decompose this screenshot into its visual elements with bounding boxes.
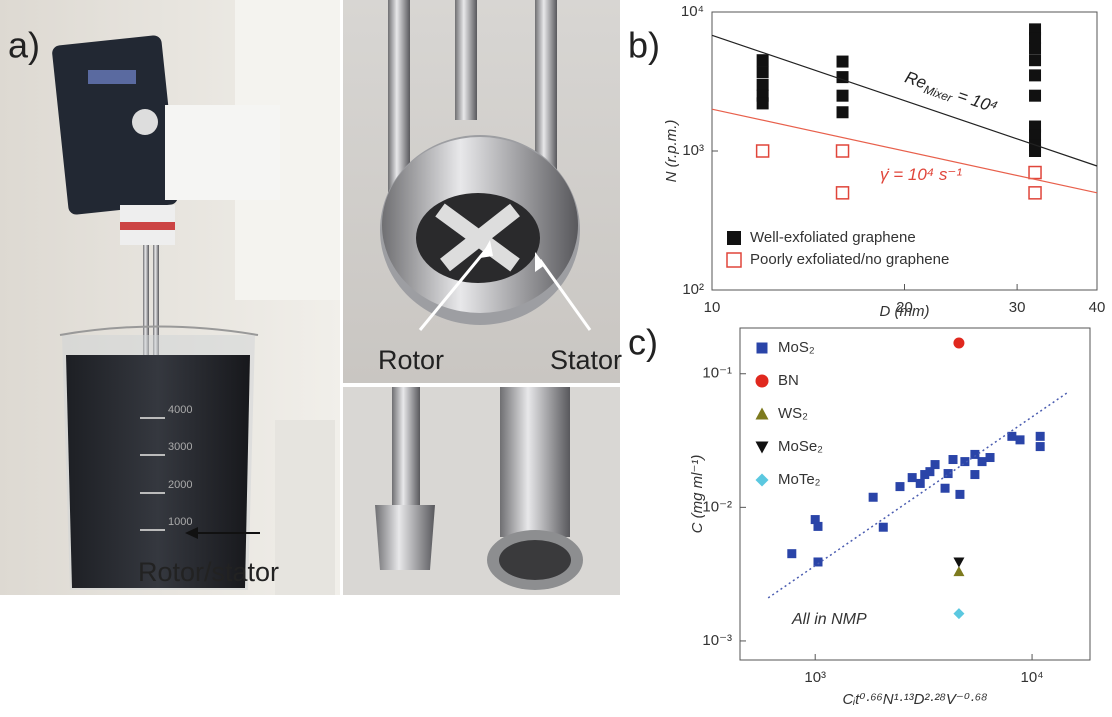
marker [757, 145, 769, 157]
marker [837, 106, 849, 118]
x-axis-label: D (mm) [880, 303, 930, 320]
legend-label: MoTe₂ [778, 471, 821, 488]
y-tick-label: 10⁻³ [702, 632, 732, 649]
y-axis-label: N (r.p.m.) [663, 120, 680, 183]
beaker-mark: 3000 [168, 441, 192, 453]
y-tick-label: 10⁴ [681, 3, 704, 20]
beaker-mark: 4000 [168, 404, 192, 416]
marker [813, 522, 822, 531]
x-tick-label: 10³ [804, 669, 826, 686]
marker [837, 145, 849, 157]
legend-marker [756, 442, 769, 454]
marker [941, 484, 950, 493]
trend-line [768, 392, 1068, 598]
legend-marker [756, 408, 769, 420]
marker [1029, 167, 1041, 179]
marker [925, 467, 934, 476]
y-tick-label: 10⁻² [702, 498, 732, 515]
marker [757, 54, 769, 66]
marker [916, 479, 925, 488]
marker [1016, 435, 1025, 444]
marker [1029, 42, 1041, 54]
photo-parts [343, 387, 620, 595]
panel-label: a) [8, 25, 40, 66]
photo-label: Rotor [378, 345, 444, 375]
marker [757, 66, 769, 78]
photo-label: Stator [550, 345, 622, 375]
marker [953, 608, 964, 619]
marker [949, 455, 958, 464]
marker [813, 557, 822, 566]
marker [1029, 187, 1041, 199]
annotation: γ̇ = 10⁴ s⁻¹ [880, 165, 962, 184]
legend-label: WS₂ [778, 405, 808, 422]
photo-mixer [0, 0, 340, 595]
marker [953, 557, 964, 567]
y-tick-label: 10² [682, 281, 704, 298]
marker [953, 566, 964, 576]
marker [970, 470, 979, 479]
marker [837, 187, 849, 199]
x-axis-label: Cᵢt⁰·⁶⁶N¹·¹³D²·²⁸V⁻⁰·⁶⁸ [842, 691, 987, 708]
annotation: All in NMP [791, 611, 867, 628]
marker [1029, 69, 1041, 81]
photo-label: Rotor/stator [138, 557, 279, 587]
marker [869, 493, 878, 502]
y-tick-label: 10⁻¹ [702, 365, 732, 382]
legend-marker [756, 375, 769, 388]
marker [953, 337, 964, 348]
figure: a) Rotor/stator Rotor Stator 4000 3000 2000 100… [0, 0, 1112, 717]
marker [955, 490, 964, 499]
marker [879, 523, 888, 532]
marker [895, 482, 904, 491]
marker [986, 453, 995, 462]
x-tick-label: 10 [704, 299, 721, 316]
y-tick-label: 10³ [682, 142, 704, 159]
x-tick-label: 30 [1009, 299, 1026, 316]
panel-label: c) [628, 322, 658, 363]
marker [908, 473, 917, 482]
marker [837, 56, 849, 68]
legend-marker [727, 231, 741, 245]
marker [944, 469, 953, 478]
beaker-mark: 1000 [168, 516, 192, 528]
photo-rotor-stator [343, 0, 620, 383]
marker [1036, 432, 1045, 441]
legend-label: Well-exfoliated graphene [750, 229, 916, 246]
marker [757, 79, 769, 91]
legend-label: MoSe₂ [778, 438, 823, 455]
marker [1036, 442, 1045, 451]
x-tick-label: 10⁴ [1020, 669, 1043, 686]
annotation-suffix: = 10⁴ [950, 85, 999, 118]
annotation-text: γ̇ = 10⁴ s⁻¹ [880, 165, 962, 184]
legend-label: MoS₂ [778, 339, 815, 356]
x-tick-label: 40 [1089, 299, 1106, 316]
y-axis-label: C (mg ml⁻¹) [689, 455, 706, 534]
annotation-text: All in NMP [791, 611, 867, 628]
legend-marker [757, 343, 768, 354]
marker [1029, 54, 1041, 66]
marker [837, 90, 849, 102]
marker [1029, 90, 1041, 102]
legend-marker [756, 474, 769, 487]
legend-marker [727, 253, 741, 267]
panel-label: b) [628, 25, 660, 66]
marker [787, 549, 796, 558]
annotation: ReMixer = 10⁴ [901, 68, 999, 120]
beaker-mark: 2000 [168, 479, 192, 491]
legend-label: BN [778, 372, 799, 389]
legend-label: Poorly exfoliated/no graphene [750, 251, 949, 268]
marker [978, 457, 987, 466]
marker [757, 97, 769, 109]
